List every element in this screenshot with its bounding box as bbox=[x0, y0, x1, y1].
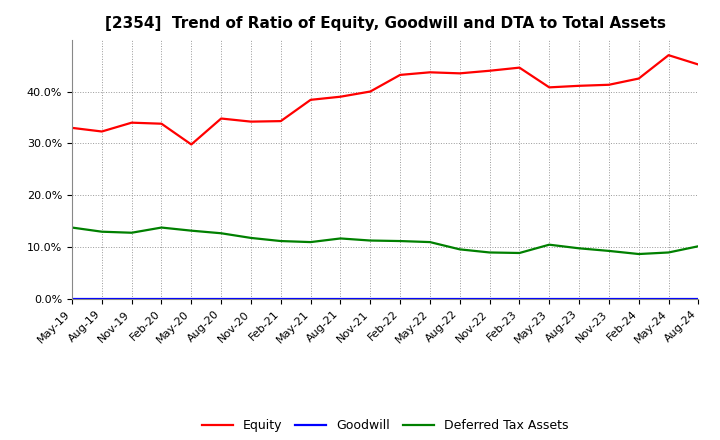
Deferred Tax Assets bbox=[665, 250, 673, 255]
Equity bbox=[366, 89, 374, 94]
Goodwill bbox=[575, 297, 583, 302]
Goodwill bbox=[634, 297, 643, 302]
Equity bbox=[634, 76, 643, 81]
Equity bbox=[336, 94, 345, 99]
Goodwill bbox=[127, 297, 136, 302]
Goodwill bbox=[605, 297, 613, 302]
Goodwill bbox=[396, 297, 405, 302]
Equity bbox=[127, 120, 136, 125]
Goodwill bbox=[336, 297, 345, 302]
Deferred Tax Assets bbox=[306, 239, 315, 245]
Deferred Tax Assets bbox=[157, 225, 166, 230]
Deferred Tax Assets bbox=[515, 250, 523, 256]
Deferred Tax Assets bbox=[127, 230, 136, 235]
Title: [2354]  Trend of Ratio of Equity, Goodwill and DTA to Total Assets: [2354] Trend of Ratio of Equity, Goodwil… bbox=[104, 16, 666, 32]
Deferred Tax Assets bbox=[97, 229, 106, 235]
Line: Deferred Tax Assets: Deferred Tax Assets bbox=[72, 227, 698, 254]
Equity bbox=[157, 121, 166, 126]
Deferred Tax Assets bbox=[456, 247, 464, 252]
Deferred Tax Assets bbox=[426, 239, 434, 245]
Deferred Tax Assets bbox=[634, 251, 643, 257]
Deferred Tax Assets bbox=[575, 246, 583, 251]
Deferred Tax Assets bbox=[396, 238, 405, 244]
Equity bbox=[485, 68, 494, 73]
Deferred Tax Assets bbox=[694, 244, 703, 249]
Goodwill bbox=[306, 297, 315, 302]
Line: Equity: Equity bbox=[72, 55, 698, 144]
Deferred Tax Assets bbox=[68, 225, 76, 230]
Deferred Tax Assets bbox=[217, 231, 225, 236]
Deferred Tax Assets bbox=[366, 238, 374, 243]
Equity bbox=[97, 129, 106, 134]
Equity bbox=[515, 65, 523, 70]
Goodwill bbox=[276, 297, 285, 302]
Equity bbox=[217, 116, 225, 121]
Equity bbox=[605, 82, 613, 88]
Deferred Tax Assets bbox=[276, 238, 285, 244]
Deferred Tax Assets bbox=[247, 235, 256, 241]
Deferred Tax Assets bbox=[485, 250, 494, 255]
Goodwill bbox=[157, 297, 166, 302]
Deferred Tax Assets bbox=[336, 236, 345, 241]
Goodwill bbox=[456, 297, 464, 302]
Deferred Tax Assets bbox=[605, 248, 613, 253]
Equity bbox=[665, 52, 673, 58]
Deferred Tax Assets bbox=[545, 242, 554, 247]
Goodwill bbox=[217, 297, 225, 302]
Goodwill bbox=[97, 297, 106, 302]
Equity bbox=[396, 72, 405, 77]
Equity bbox=[68, 125, 76, 131]
Equity bbox=[456, 71, 464, 76]
Goodwill bbox=[694, 297, 703, 302]
Equity bbox=[306, 97, 315, 103]
Goodwill bbox=[366, 297, 374, 302]
Equity bbox=[276, 118, 285, 124]
Equity bbox=[187, 142, 196, 147]
Goodwill bbox=[665, 297, 673, 302]
Deferred Tax Assets bbox=[187, 228, 196, 233]
Legend: Equity, Goodwill, Deferred Tax Assets: Equity, Goodwill, Deferred Tax Assets bbox=[197, 414, 573, 437]
Goodwill bbox=[187, 297, 196, 302]
Equity bbox=[694, 62, 703, 67]
Goodwill bbox=[68, 297, 76, 302]
Equity bbox=[545, 85, 554, 90]
Equity bbox=[426, 70, 434, 75]
Goodwill bbox=[545, 297, 554, 302]
Goodwill bbox=[485, 297, 494, 302]
Goodwill bbox=[515, 297, 523, 302]
Goodwill bbox=[426, 297, 434, 302]
Goodwill bbox=[247, 297, 256, 302]
Equity bbox=[575, 83, 583, 88]
Equity bbox=[247, 119, 256, 124]
